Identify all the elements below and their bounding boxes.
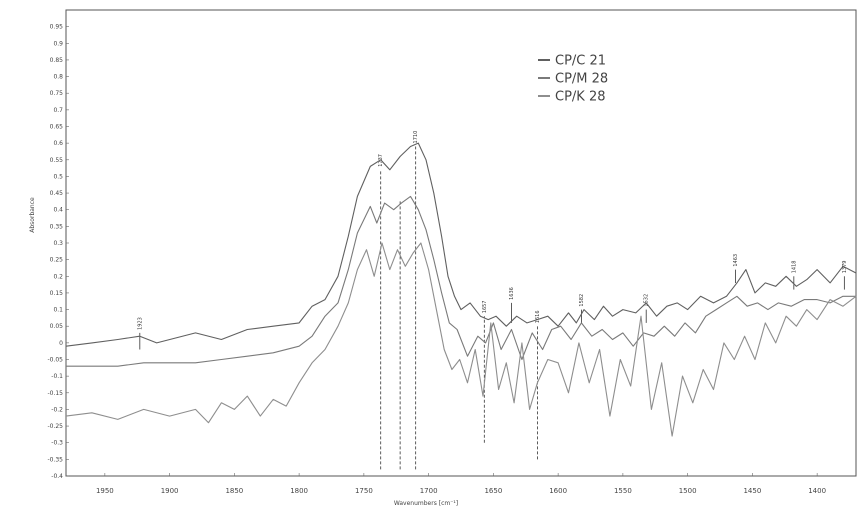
y-tick-label: 0.95 xyxy=(50,24,64,31)
legend-label: CP/C 21 xyxy=(555,54,606,69)
x-tick-label: 1500 xyxy=(679,487,697,495)
peak-label: 1532 xyxy=(644,294,650,307)
legend-label: CP/M 28 xyxy=(555,72,608,87)
plot-frame xyxy=(65,9,857,477)
y-tick-label: 0.9 xyxy=(53,40,63,47)
y-tick-label: -0.25 xyxy=(47,423,63,430)
y-tick-label: 0.75 xyxy=(50,90,64,97)
y-tick-label: 0.05 xyxy=(50,323,64,330)
y-tick-label: 0.3 xyxy=(53,240,63,247)
peak-label: 1657 xyxy=(482,300,488,313)
peak-label: 1463 xyxy=(733,254,739,267)
peak-label: 1636 xyxy=(509,287,515,300)
x-axis-label: Wavenumbers [cm⁻¹] xyxy=(394,500,458,507)
y-tick-label: 0.1 xyxy=(53,307,63,314)
y-axis-label: Absorbance xyxy=(29,197,36,233)
x-tick-label: 1900 xyxy=(161,487,179,495)
x-tick-label: 1550 xyxy=(614,487,632,495)
x-tick-label: 1850 xyxy=(225,487,243,495)
y-tick-label: -0.1 xyxy=(51,373,63,380)
series-line-cp-m-28 xyxy=(66,195,856,367)
y-tick-label: 0.55 xyxy=(50,157,64,164)
y-tick-label: 0.6 xyxy=(53,140,63,147)
y-tick-label: 0.85 xyxy=(50,57,64,64)
x-tick-label: 1700 xyxy=(420,487,438,495)
peak-label: 1418 xyxy=(791,261,797,274)
y-tick-label: 0.8 xyxy=(53,74,63,81)
series-line-cp-k-28 xyxy=(65,242,857,437)
y-tick-label: 0.65 xyxy=(50,124,64,131)
series-layer xyxy=(65,142,857,437)
legend: CP/C 21 CP/M 28 CP/K 28 xyxy=(538,54,608,105)
x-tick-label: 1650 xyxy=(484,487,502,495)
y-tick-label: -0.05 xyxy=(47,357,63,364)
y-tick-label: -0.35 xyxy=(47,456,63,463)
x-tick-label: 1450 xyxy=(743,487,761,495)
y-tick-label: -0.15 xyxy=(47,390,63,397)
peak-label: 1582 xyxy=(579,294,585,307)
y-tick-label: 0.25 xyxy=(50,257,64,264)
x-tick-label: 1600 xyxy=(549,487,567,495)
y-tick-label: 0.45 xyxy=(50,190,64,197)
legend-label: CP/K 28 xyxy=(555,90,606,105)
y-tick-label: -0.3 xyxy=(51,440,63,447)
y-tick-label: -0.4 xyxy=(51,473,63,480)
y-tick-label: 0.4 xyxy=(53,207,63,214)
x-tick-label: 1750 xyxy=(355,487,373,495)
y-tick-label: -0.2 xyxy=(51,406,63,413)
y-tick-label: 0.5 xyxy=(53,173,63,180)
y-tick-label: 0.15 xyxy=(50,290,64,297)
axes-layer: 0.95 0.9 0.85 0.8 0.75 0.7 0.65 0.6 0.55 0.5 0.45 0… xyxy=(47,24,826,495)
y-tick-label: 0.35 xyxy=(50,223,64,230)
peak-label: 1616 xyxy=(535,310,541,323)
y-tick-label: 0 xyxy=(59,340,63,347)
peak-label: 1923 xyxy=(137,317,143,330)
x-tick-label: 1800 xyxy=(290,487,308,495)
y-tick-label: 0.7 xyxy=(53,107,63,114)
series-line-cp-c-21 xyxy=(65,142,857,347)
x-tick-label: 1400 xyxy=(808,487,826,495)
x-tick-label: 1950 xyxy=(96,487,114,495)
y-tick-label: 0.2 xyxy=(53,273,63,280)
peak-label: 1710 xyxy=(413,131,419,144)
